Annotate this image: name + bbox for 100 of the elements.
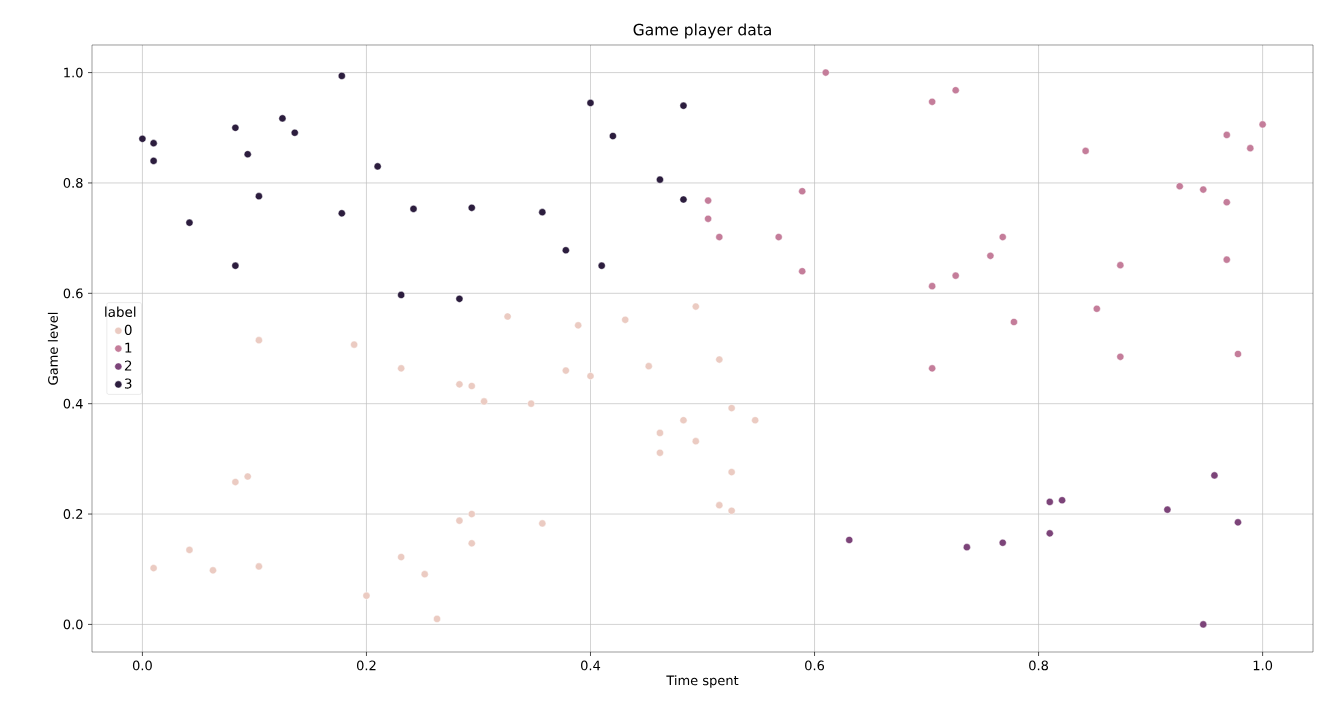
point bbox=[597, 261, 606, 270]
point bbox=[538, 208, 547, 217]
point bbox=[1163, 505, 1172, 514]
point bbox=[1210, 471, 1219, 480]
x-tick-label: 0.6 bbox=[805, 660, 825, 671]
legend-title: label bbox=[105, 306, 136, 318]
x-tick-label: 1.0 bbox=[1253, 660, 1273, 671]
point bbox=[774, 233, 783, 241]
point bbox=[149, 564, 158, 572]
point bbox=[149, 157, 158, 165]
point bbox=[527, 399, 535, 408]
point bbox=[1116, 261, 1125, 270]
point bbox=[998, 233, 1007, 241]
point bbox=[609, 132, 617, 140]
point bbox=[433, 615, 441, 623]
point bbox=[1175, 182, 1184, 191]
point bbox=[562, 366, 570, 375]
point bbox=[209, 566, 217, 575]
point bbox=[397, 364, 406, 373]
point bbox=[1222, 131, 1231, 139]
point bbox=[928, 364, 936, 373]
point bbox=[420, 570, 429, 579]
point bbox=[1246, 144, 1255, 153]
y-tick-label: 0.0 bbox=[63, 619, 83, 630]
point bbox=[467, 510, 476, 518]
point bbox=[362, 591, 371, 600]
point bbox=[467, 203, 476, 212]
point bbox=[1092, 304, 1101, 313]
point bbox=[656, 175, 664, 184]
point bbox=[1010, 318, 1018, 326]
y-tick-label: 0.8 bbox=[63, 178, 83, 188]
point bbox=[397, 291, 406, 299]
point bbox=[480, 397, 488, 406]
legend-label: 0 bbox=[124, 324, 132, 335]
point bbox=[409, 205, 418, 213]
point bbox=[1081, 147, 1090, 155]
point bbox=[538, 519, 547, 528]
point bbox=[928, 282, 936, 290]
point bbox=[727, 404, 736, 412]
point bbox=[243, 150, 252, 159]
point bbox=[586, 99, 595, 107]
point bbox=[691, 302, 700, 311]
x-axis-title: Time spent bbox=[666, 675, 739, 688]
point bbox=[715, 501, 724, 510]
point bbox=[1222, 255, 1231, 264]
point bbox=[1258, 120, 1267, 129]
point bbox=[951, 271, 960, 280]
point bbox=[679, 195, 688, 204]
y-tick-label: 0.4 bbox=[63, 398, 83, 409]
point bbox=[231, 261, 240, 270]
point bbox=[751, 416, 760, 425]
point bbox=[727, 506, 736, 515]
point bbox=[455, 516, 464, 525]
point bbox=[467, 539, 476, 548]
point bbox=[798, 267, 807, 276]
point bbox=[231, 123, 240, 132]
point bbox=[397, 553, 406, 561]
point bbox=[149, 139, 158, 148]
point bbox=[503, 312, 512, 321]
point bbox=[656, 429, 664, 437]
point bbox=[455, 380, 464, 389]
point bbox=[1234, 350, 1242, 358]
point bbox=[727, 468, 736, 476]
point bbox=[243, 472, 252, 481]
point bbox=[185, 546, 194, 554]
point bbox=[467, 382, 476, 390]
y-tick-label: 0.6 bbox=[63, 288, 83, 299]
point bbox=[337, 209, 346, 218]
y-tick-label: 1.0 bbox=[64, 67, 83, 78]
legend-label: 3 bbox=[124, 378, 132, 389]
point bbox=[715, 233, 724, 241]
point bbox=[1199, 185, 1208, 194]
x-tick-label: 0.2 bbox=[356, 660, 376, 671]
x-tick-label: 0.8 bbox=[1029, 660, 1049, 671]
point bbox=[704, 196, 712, 205]
point bbox=[586, 372, 595, 380]
point bbox=[1116, 352, 1125, 361]
point bbox=[562, 246, 570, 255]
point bbox=[255, 562, 263, 571]
point bbox=[185, 218, 194, 227]
point bbox=[845, 536, 854, 544]
point bbox=[1222, 198, 1231, 207]
point bbox=[621, 315, 630, 324]
point bbox=[1234, 518, 1242, 527]
point bbox=[1058, 496, 1066, 505]
point bbox=[1199, 620, 1208, 629]
point bbox=[255, 192, 263, 201]
point bbox=[691, 437, 700, 446]
point bbox=[373, 162, 382, 171]
point bbox=[1045, 529, 1054, 538]
legend-label: 1 bbox=[125, 342, 132, 353]
point bbox=[231, 478, 240, 486]
point bbox=[455, 294, 464, 303]
point bbox=[715, 355, 724, 364]
point bbox=[798, 187, 807, 196]
point bbox=[656, 448, 664, 457]
point bbox=[951, 86, 960, 95]
x-tick-label: 0.4 bbox=[581, 660, 601, 671]
chart-title: Game player data bbox=[633, 23, 771, 39]
point bbox=[679, 416, 688, 425]
